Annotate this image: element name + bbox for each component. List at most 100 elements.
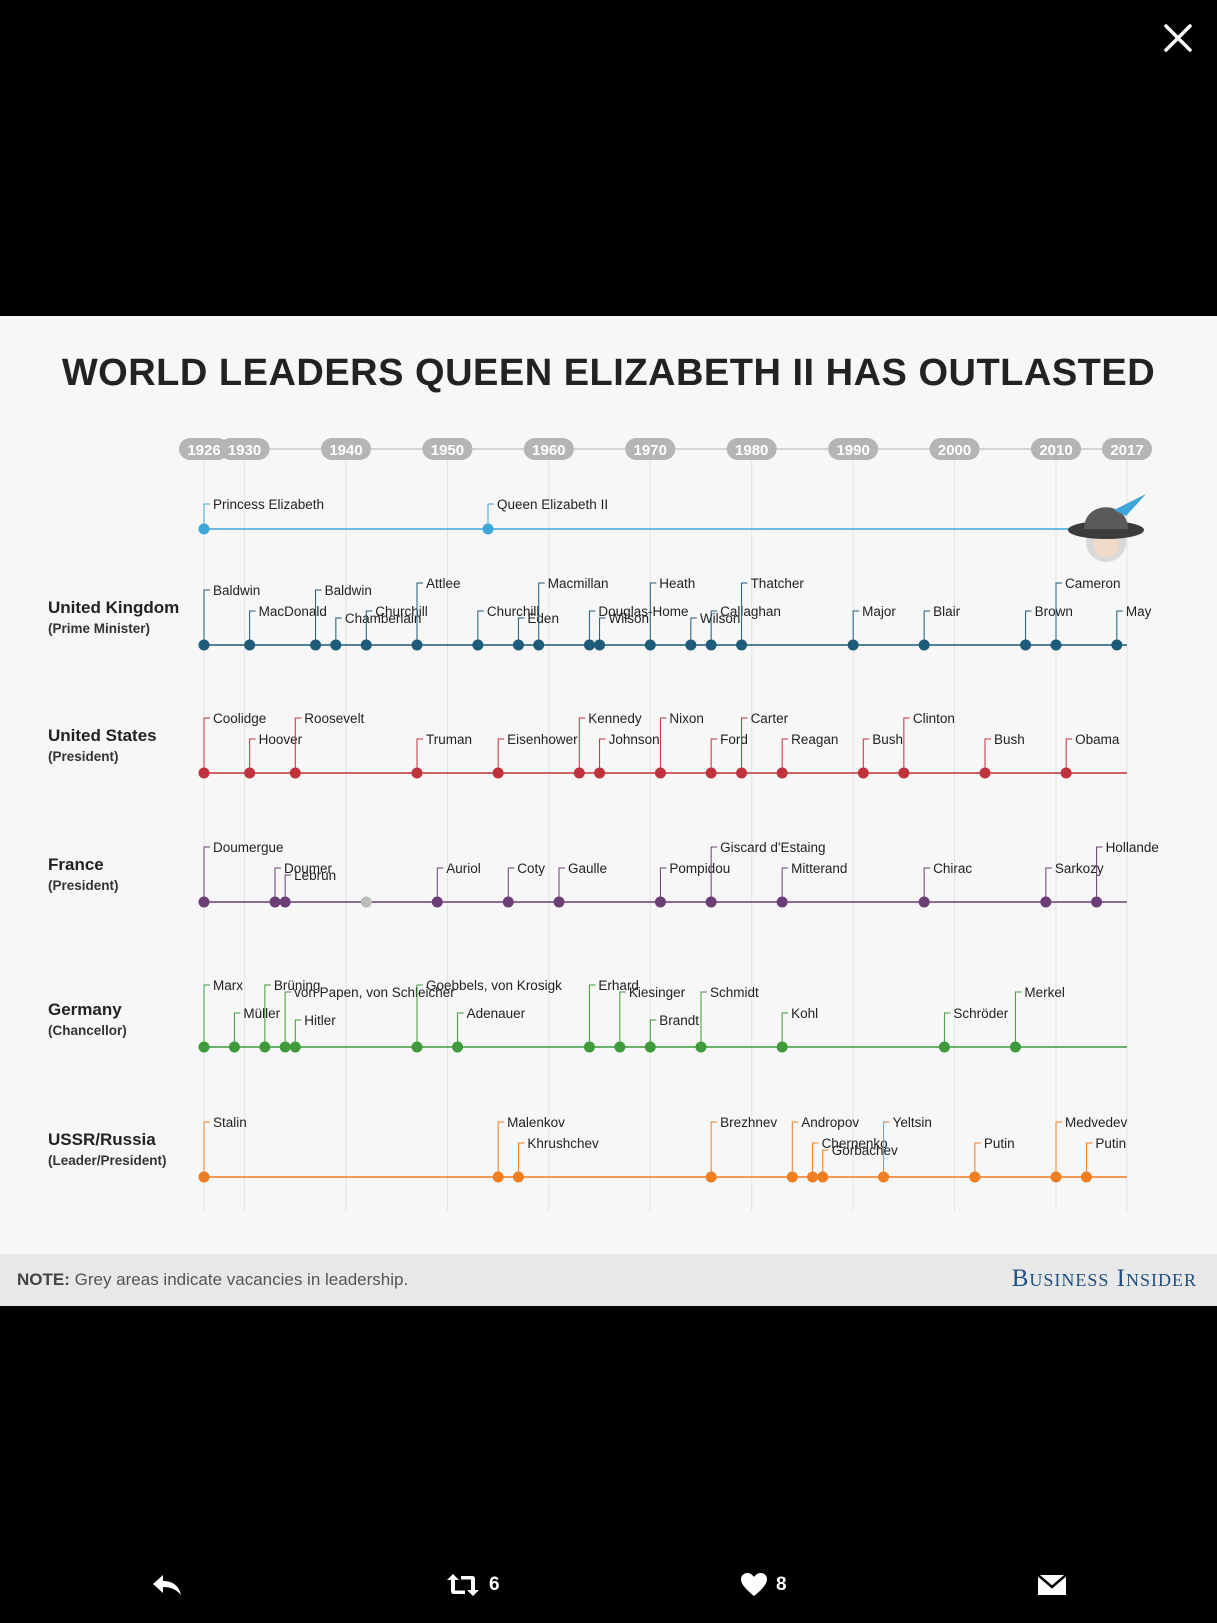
leader-connector: [984, 738, 991, 773]
leader-dot: [512, 1171, 524, 1183]
year-tick-label: 1930: [228, 442, 261, 459]
leader-label: Andropov: [801, 1115, 859, 1130]
leader-dot: [198, 896, 210, 908]
leader-dot: [898, 767, 910, 779]
leader-dot: [654, 767, 666, 779]
leader-label: Marx: [213, 978, 243, 993]
leader-connector: [249, 738, 256, 773]
tweet-action-bar: 6 8: [0, 1560, 1217, 1610]
reply-button[interactable]: [150, 1560, 184, 1610]
leader-label: Chernenko: [822, 1136, 888, 1151]
leader-connector: [294, 717, 302, 773]
leader-connector: [700, 991, 707, 1047]
leader-connector: [365, 610, 373, 645]
year-tick-label: 1970: [634, 442, 667, 459]
leader-dot: [705, 639, 717, 651]
leader-dot: [644, 639, 656, 651]
leader-label: Major: [862, 604, 896, 619]
leader-dot: [786, 1171, 798, 1183]
vacancy-dot: [360, 896, 372, 908]
leader-dot: [502, 896, 514, 908]
year-tick-label: 1990: [836, 442, 869, 459]
leader-label: Ford: [720, 732, 748, 747]
leader-connector: [264, 984, 271, 1047]
leader-label: Müller: [243, 1006, 280, 1021]
leader-label: Doumer: [284, 861, 333, 876]
leader-label: Brüning: [274, 978, 321, 993]
leader-label: Carter: [751, 711, 789, 726]
leader-dot: [776, 896, 788, 908]
leader-dot: [310, 639, 322, 651]
leader-connector: [588, 984, 596, 1047]
country-role-label: (Leader/President): [48, 1153, 167, 1168]
leader-dot: [583, 639, 595, 651]
leader-connector: [741, 717, 748, 773]
leader-label: Obama: [1075, 732, 1120, 747]
leader-dot: [583, 1041, 595, 1053]
leader-connector: [659, 867, 667, 902]
leader-connector: [274, 867, 281, 902]
leader-dot: [411, 1041, 423, 1053]
leader-label: Chirac: [933, 861, 972, 876]
year-tick-pill: [1102, 438, 1152, 460]
leader-connector: [923, 867, 931, 902]
country-label: France: [48, 855, 104, 874]
leader-connector: [294, 1019, 302, 1047]
leader-connector: [416, 582, 423, 645]
leader-dot: [817, 1171, 829, 1183]
leader-dot: [1050, 1171, 1062, 1183]
leader-connector: [923, 610, 931, 645]
country-label: Germany: [48, 1000, 122, 1019]
leader-connector: [1116, 610, 1123, 645]
leader-dot: [228, 1041, 240, 1053]
year-tick-label: 1926: [187, 442, 220, 459]
queen-event-dot: [482, 523, 494, 535]
leader-connector: [284, 991, 292, 1047]
leader-label: Cameron: [1065, 576, 1121, 591]
retweet-button[interactable]: 6: [445, 1560, 500, 1610]
leader-dot: [847, 639, 859, 651]
leader-connector: [558, 867, 565, 902]
queen-event-label: Princess Elizabeth: [213, 497, 324, 512]
leader-dot: [330, 639, 342, 651]
leader-connector: [538, 582, 545, 645]
infographic-image[interactable]: WORLD LEADERS QUEEN ELIZABETH II HAS OUT…: [0, 316, 1217, 1306]
leader-dot: [979, 767, 991, 779]
leader-connector: [1096, 846, 1103, 902]
leader-dot: [244, 767, 256, 779]
leader-dot: [198, 639, 210, 651]
like-button[interactable]: 8: [740, 1560, 787, 1610]
direct-message-button[interactable]: [1036, 1560, 1068, 1610]
leader-dot: [776, 767, 788, 779]
year-tick-label: 2000: [938, 442, 971, 459]
leader-dot: [776, 1041, 788, 1053]
queen-hat-crown: [1084, 507, 1128, 529]
leader-label: Gorbachev: [832, 1143, 898, 1158]
year-tick-label: 1980: [735, 442, 768, 459]
leader-label: Truman: [426, 732, 472, 747]
close-icon[interactable]: [1160, 20, 1196, 56]
heart-icon: [741, 1573, 767, 1596]
leader-label: Bush: [872, 732, 903, 747]
year-tick-pill: [321, 438, 371, 460]
leader-connector: [203, 717, 210, 773]
year-tick-pill: [179, 438, 229, 460]
year-tick-label: 2017: [1110, 442, 1143, 459]
leader-connector: [203, 846, 210, 902]
note-text: NOTE: Grey areas indicate vacancies in l…: [17, 1270, 408, 1290]
leader-label: MacDonald: [259, 604, 327, 619]
leader-connector: [284, 874, 292, 902]
leader-label: Reagan: [791, 732, 838, 747]
note-label: NOTE:: [17, 1270, 70, 1289]
reply-icon: [153, 1575, 181, 1595]
leader-connector: [517, 617, 525, 645]
year-tick-label: 1950: [431, 442, 464, 459]
leader-connector: [599, 617, 606, 645]
leader-connector: [599, 738, 606, 773]
year-tick-pill: [422, 438, 473, 460]
leader-dot: [705, 1171, 717, 1183]
leader-dot: [654, 896, 666, 908]
leader-dot: [594, 767, 606, 779]
queen-hat-feather: [1114, 494, 1146, 516]
leader-dot: [594, 639, 606, 651]
